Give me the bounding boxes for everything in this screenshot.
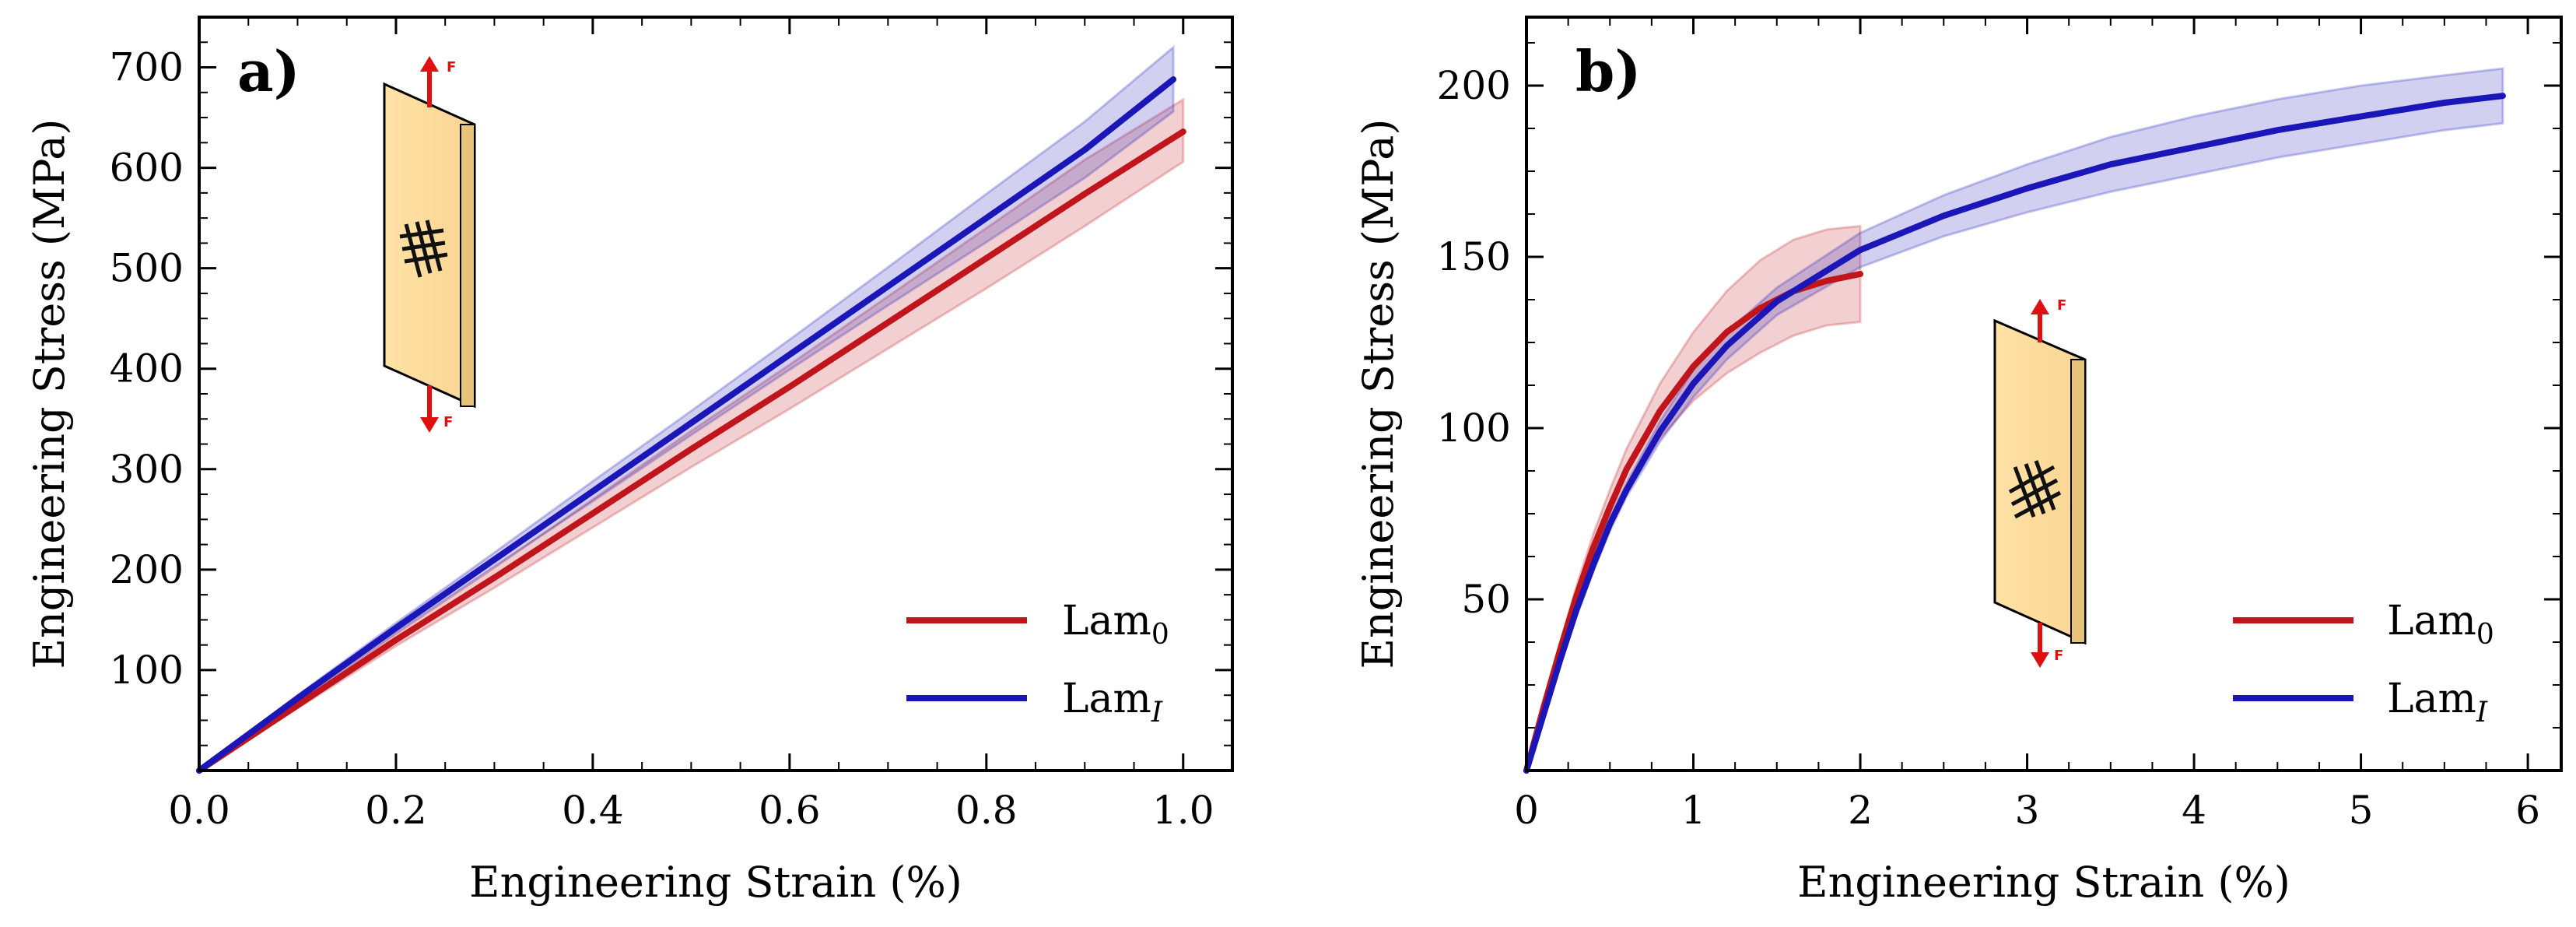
panel-a: 0.0 0.2 0.4 0.6 0.8 1.0100200300400500600700 … (25, 16, 1234, 907)
specimen-inset-a: F F (383, 56, 476, 433)
svg-text:F: F (443, 414, 453, 430)
band-lam0 (1525, 224, 1862, 771)
panel-b-ylabel: Engineering Stress (MPa) (1354, 119, 1403, 669)
y-tick-label: 100 (110, 648, 184, 693)
x-tick-label: 2 (1848, 788, 1873, 833)
force-arrow-bottom: F (2031, 623, 2063, 668)
specimen-inset-b: F F (1993, 297, 2087, 668)
grid-pattern (2008, 460, 2062, 519)
x-tick-label: 0.8 (955, 788, 1018, 833)
x-tick-label: 5 (2349, 788, 2374, 833)
x-tick-label: 1.0 (1152, 788, 1214, 833)
line-lami (196, 76, 1177, 774)
line-lam0 (196, 128, 1186, 774)
panel-b-label: b) (1575, 38, 1641, 104)
legend-b-lam0-label: Lam0 (2387, 598, 2494, 651)
panel-a-xlabel: Engineering Strain (%) (469, 858, 962, 907)
legend-a: Lam0 LamI (906, 598, 1169, 729)
y-tick-label: 600 (110, 146, 184, 191)
y-tick-label: 100 (1437, 406, 1511, 451)
y-tick-label: 200 (1437, 63, 1511, 108)
panel-a-lines (196, 76, 1186, 774)
y-tick-label: 700 (110, 45, 184, 90)
y-tick-label: 300 (110, 447, 184, 492)
force-arrow-bottom: F (420, 385, 453, 433)
y-tick-label: 150 (1437, 234, 1511, 279)
panel-b-ticks: 0 1 2 3 4 5 6 50 100 150 200 (1437, 17, 2561, 833)
force-arrow-top: F (420, 56, 456, 107)
x-tick-label: 0.2 (365, 788, 427, 833)
y-tick-label: 500 (110, 246, 184, 291)
x-tick-label: 3 (2015, 788, 2040, 833)
panel-b: 0 1 2 3 4 5 6 50 100 150 200 b) Engineering Strain… (1354, 16, 2563, 907)
legend-a-lami-label: LamI (1062, 676, 1163, 729)
x-tick-label: 0 (1514, 788, 1539, 833)
y-tick-label: 200 (110, 547, 184, 592)
svg-text:F: F (2054, 648, 2063, 664)
specimen-side (460, 124, 475, 407)
x-tick-label: 1 (1681, 788, 1706, 833)
x-tick-label: 0.0 (168, 788, 230, 833)
grid-pattern (399, 219, 448, 278)
x-tick-label: 4 (2182, 788, 2206, 833)
force-arrow-top: F (2031, 297, 2066, 342)
x-tick-label: 0.6 (759, 788, 821, 833)
legend-b: Lam0 LamI (2233, 598, 2494, 729)
svg-text:F: F (447, 59, 456, 75)
svg-text:F: F (2057, 297, 2066, 314)
panel-a-ticks: 0.0 0.2 0.4 0.6 0.8 1.0 100 200 300 400 500 600 700 (110, 16, 1233, 833)
panel-a-label: a) (237, 38, 300, 104)
x-tick-label: 6 (2515, 788, 2540, 833)
line-lami (1523, 93, 2506, 774)
panel-a-ylabel: Engineering Stress (MPa) (25, 119, 74, 669)
panel-b-lines (1523, 93, 2506, 774)
legend-a-lam0-label: Lam0 (1062, 598, 1169, 651)
specimen-side (2070, 359, 2086, 644)
x-tick-label: 0.4 (562, 788, 624, 833)
y-tick-label: 400 (110, 346, 184, 392)
y-tick-label: 50 (1461, 577, 1511, 622)
panel-b-frame (1525, 16, 2563, 772)
legend-b-lami-label: LamI (2387, 676, 2488, 729)
panel-b-xlabel: Engineering Strain (%) (1797, 858, 2290, 907)
